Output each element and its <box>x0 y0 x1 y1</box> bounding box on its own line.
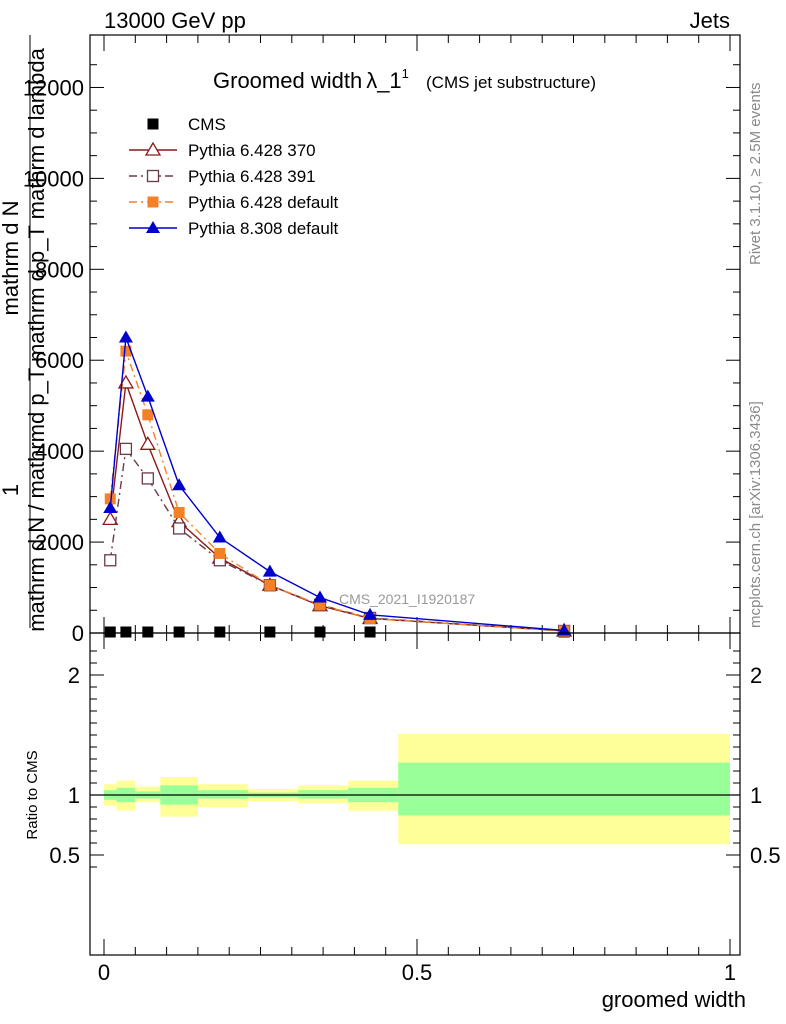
series-4 <box>103 330 572 636</box>
header-right: Jets <box>690 8 730 33</box>
legend-entry: Pythia 6.428 370 <box>129 141 316 160</box>
plot-title: Groomed width λ_11 <box>213 66 409 93</box>
data-point <box>142 626 154 638</box>
ratio-plot-frame <box>89 632 741 956</box>
data-point <box>102 511 119 525</box>
data-point <box>214 547 226 559</box>
data-point <box>120 626 132 638</box>
legend-entry: Pythia 6.428 391 <box>129 167 316 186</box>
data-point <box>262 564 277 577</box>
data-point <box>104 554 117 567</box>
watermark: CMS_2021_I1920187 <box>339 591 475 607</box>
data-point <box>312 590 327 603</box>
y-tick-label: 2000 <box>35 530 84 555</box>
legend: CMS Pythia 6.428 370 Pythia 6.428 391 Pythi… <box>129 115 339 238</box>
series-3 <box>104 345 570 637</box>
main-plot-series <box>102 330 573 638</box>
ratio-plot-ticks: 0.5 0.5 1 1 2 2 0 0.5 1 <box>49 633 781 985</box>
data-point <box>120 345 132 357</box>
y-tick-label: 12000 <box>23 75 84 100</box>
data-point <box>314 626 326 638</box>
legend-label: CMS <box>188 115 226 134</box>
data-point <box>103 500 118 513</box>
ratio-plot-panel: 0.5 0.5 1 1 2 2 0 0.5 1 Ratio to CMS groomed wid… <box>24 632 781 1012</box>
data-point <box>363 607 378 620</box>
data-point <box>104 493 116 505</box>
plot-subtitle: (CMS jet substructure) <box>426 73 596 92</box>
x-axis-label: groomed width <box>602 987 746 1012</box>
series-1 <box>102 374 573 637</box>
ratio-y-tick-label-right: 0.5 <box>750 843 781 868</box>
data-point <box>364 626 376 638</box>
data-point <box>104 626 116 638</box>
mcplots-label: mcplots.cern.ch [arXiv:1306.3436] <box>747 401 764 628</box>
data-point <box>212 530 227 543</box>
y-axis-label-line-1: mathrm d N <box>0 201 23 316</box>
x-tick-label: 0.5 <box>402 960 433 985</box>
ratio-stat-band <box>398 762 730 816</box>
plot-title-symbol: λ_1 <box>366 68 401 93</box>
y-axis-label-line-3: mathrm d N / mathrmd p_T mathrm d p_T ma… <box>24 47 49 631</box>
data-point <box>173 626 185 638</box>
data-point <box>314 599 326 611</box>
y-tick-label: 6000 <box>35 348 84 373</box>
x-tick-label: 0 <box>98 960 110 985</box>
ratio-uncertainty-bands <box>90 733 740 845</box>
y-axis-label-line-2: 1 <box>0 484 23 496</box>
data-point <box>142 409 154 421</box>
series-line <box>109 382 565 632</box>
data-point <box>141 472 154 485</box>
y-tick-label: 0 <box>72 621 84 646</box>
y-tick-label: 8000 <box>35 257 84 282</box>
legend-entry: CMS <box>147 115 226 134</box>
legend-marker <box>146 169 160 183</box>
legend-label: Pythia 8.308 default <box>188 219 339 238</box>
legend-marker <box>144 141 162 156</box>
data-point <box>214 626 226 638</box>
main-plot-panel: 0 2000 4000 6000 8000 10000 12000 Groomed widt… <box>0 34 741 646</box>
ratio-y-tick-label: 1 <box>68 783 80 808</box>
series-0 <box>104 626 570 638</box>
ratio-y-axis-label: Ratio to CMS <box>24 750 41 839</box>
data-point <box>173 507 185 519</box>
data-point <box>139 436 156 450</box>
data-point <box>264 579 276 591</box>
legend-label: Pythia 6.428 370 <box>188 141 316 160</box>
data-point <box>172 478 187 491</box>
legend-marker <box>147 196 159 208</box>
y-tick-label: 4000 <box>35 439 84 464</box>
legend-label: Pythia 6.428 391 <box>188 167 316 186</box>
legend-label: Pythia 6.428 default <box>188 193 339 212</box>
plot-title-superscript: 1 <box>402 66 409 81</box>
rivet-label: Rivet 3.1.10, ≥ 2.5M events <box>747 83 764 266</box>
series-line <box>109 350 565 632</box>
y-tick-label: 10000 <box>23 166 84 191</box>
main-plot-ticks: 0 2000 4000 6000 8000 10000 12000 <box>23 35 740 646</box>
ratio-y-tick-label: 2 <box>68 663 80 688</box>
data-point <box>264 626 276 638</box>
data-point <box>118 330 133 343</box>
data-point <box>172 522 186 535</box>
ratio-y-tick-label: 0.5 <box>49 843 80 868</box>
legend-entry: Pythia 6.428 default <box>129 193 339 212</box>
ratio-y-tick-label-right: 2 <box>750 663 762 688</box>
legend-marker <box>146 221 160 233</box>
header-left: 13000 GeV pp <box>104 8 246 33</box>
data-point <box>119 442 133 456</box>
data-point <box>140 389 155 402</box>
ratio-y-tick-label-right: 1 <box>750 783 762 808</box>
legend-entry: Pythia 8.308 default <box>129 219 339 238</box>
legend-marker <box>147 118 159 130</box>
plot-title-text: Groomed width <box>213 68 362 93</box>
x-tick-label: 1 <box>724 960 736 985</box>
